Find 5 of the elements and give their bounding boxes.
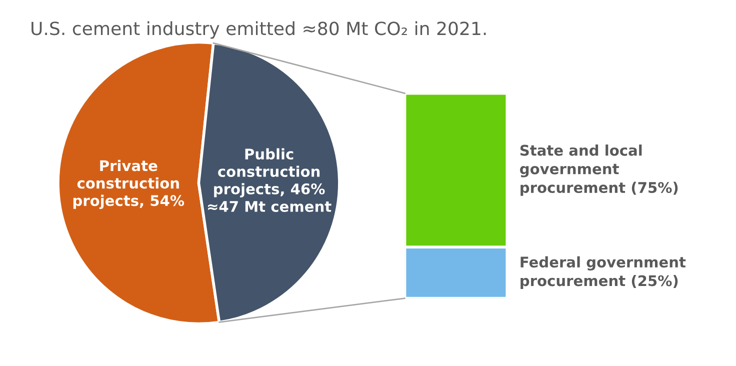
series-label: State and local government procurement (75%) [520,144,678,196]
chart-title: U.S. cement industry emitted ≈80 Mt CO₂ in 2021. [32,21,486,39]
slice-label: Public construction projects, 46% ≈47 Mt cement [208,148,332,212]
slice-label: Private construction projects, 54% [73,160,184,210]
series-label: Federal government procurement (25%) [520,256,686,290]
